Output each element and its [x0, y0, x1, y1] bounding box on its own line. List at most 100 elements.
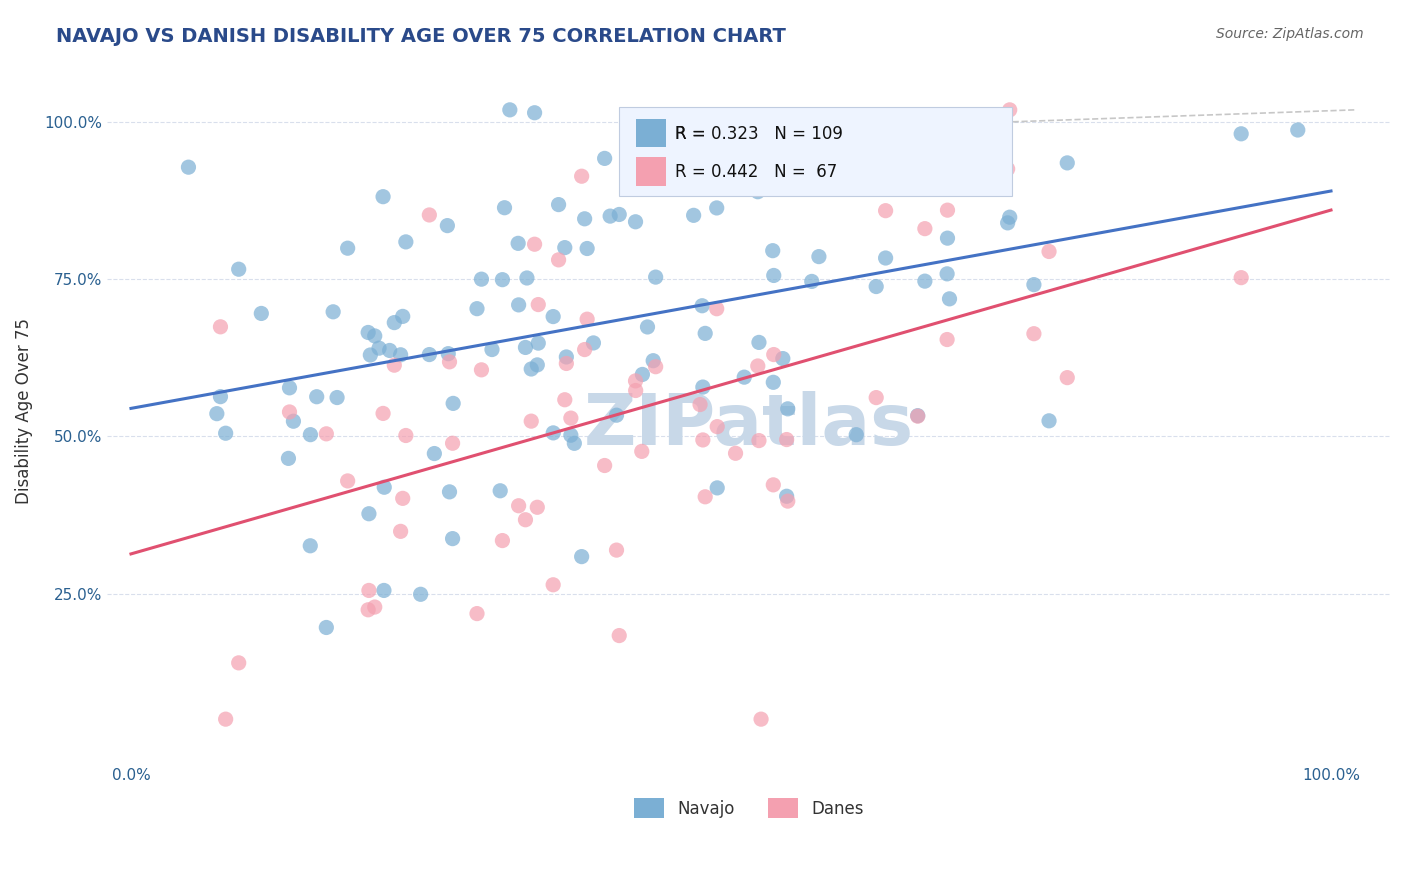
Navajo: [643, 353, 665, 368]
Navajo: [692, 380, 714, 394]
Text: Source: ZipAtlas.com: Source: ZipAtlas.com: [1216, 27, 1364, 41]
Navajo: [733, 370, 755, 384]
Danes: [364, 600, 387, 615]
Danes: [747, 359, 769, 373]
Navajo: [571, 549, 593, 564]
Danes: [560, 411, 582, 425]
Danes: [776, 494, 799, 508]
Legend: Navajo, Danes: Navajo, Danes: [627, 791, 870, 825]
Navajo: [607, 207, 630, 221]
Danes: [762, 478, 785, 492]
Navajo: [299, 427, 322, 442]
Text: R =: R =: [675, 125, 711, 143]
Navajo: [748, 335, 770, 350]
Navajo: [470, 272, 492, 286]
Navajo: [250, 306, 273, 320]
Navajo: [364, 329, 387, 343]
Danes: [574, 343, 596, 357]
Navajo: [326, 391, 349, 405]
Danes: [593, 458, 616, 473]
Navajo: [357, 326, 380, 340]
Navajo: [624, 215, 647, 229]
Navajo: [205, 407, 228, 421]
Navajo: [1056, 156, 1078, 170]
Danes: [389, 524, 412, 539]
Navajo: [357, 507, 380, 521]
Danes: [357, 603, 380, 617]
Navajo: [515, 341, 537, 355]
Navajo: [936, 231, 959, 245]
Navajo: [998, 210, 1021, 224]
Navajo: [391, 310, 413, 324]
Navajo: [423, 446, 446, 460]
Navajo: [599, 209, 621, 223]
Navajo: [389, 348, 412, 362]
Danes: [914, 221, 936, 235]
Danes: [605, 543, 627, 558]
Navajo: [624, 154, 647, 169]
Danes: [749, 712, 772, 726]
Navajo: [382, 316, 405, 330]
Navajo: [368, 341, 391, 355]
Navajo: [845, 427, 868, 442]
Navajo: [520, 362, 543, 376]
Danes: [875, 203, 897, 218]
Danes: [382, 358, 405, 372]
Danes: [706, 419, 728, 434]
Navajo: [772, 351, 794, 366]
Navajo: [409, 587, 432, 601]
Danes: [907, 409, 929, 424]
Danes: [470, 363, 492, 377]
Navajo: [378, 343, 401, 358]
Danes: [692, 433, 714, 447]
Navajo: [762, 376, 785, 390]
Navajo: [776, 401, 799, 416]
Navajo: [630, 142, 652, 156]
Navajo: [695, 326, 717, 341]
Navajo: [574, 211, 596, 226]
Navajo: [555, 350, 578, 364]
Navajo: [582, 335, 605, 350]
Danes: [439, 355, 461, 369]
Navajo: [914, 274, 936, 288]
Navajo: [644, 270, 666, 285]
Navajo: [491, 273, 513, 287]
Danes: [762, 347, 785, 361]
Navajo: [214, 426, 236, 441]
Danes: [630, 444, 652, 458]
Danes: [865, 391, 887, 405]
Danes: [1056, 370, 1078, 384]
Danes: [523, 237, 546, 252]
Navajo: [605, 408, 627, 422]
Danes: [371, 406, 394, 420]
Danes: [228, 656, 250, 670]
Navajo: [526, 358, 548, 372]
Navajo: [576, 242, 599, 256]
Navajo: [706, 481, 728, 495]
Danes: [209, 319, 232, 334]
Danes: [775, 433, 797, 447]
Danes: [724, 446, 747, 460]
Navajo: [523, 105, 546, 120]
Danes: [214, 712, 236, 726]
Navajo: [299, 539, 322, 553]
Navajo: [1286, 123, 1309, 137]
Navajo: [527, 336, 550, 351]
Danes: [689, 398, 711, 412]
Navajo: [489, 483, 512, 498]
Danes: [391, 491, 413, 506]
Navajo: [749, 124, 772, 138]
Navajo: [439, 484, 461, 499]
Navajo: [938, 292, 960, 306]
Navajo: [516, 271, 538, 285]
Danes: [465, 607, 488, 621]
Navajo: [177, 160, 200, 174]
Navajo: [762, 244, 785, 258]
Danes: [624, 384, 647, 398]
Text: ZIPatlas: ZIPatlas: [583, 391, 914, 460]
Navajo: [724, 135, 747, 149]
Danes: [1230, 270, 1253, 285]
Text: NAVAJO VS DANISH DISABILITY AGE OVER 75 CORRELATION CHART: NAVAJO VS DANISH DISABILITY AGE OVER 75 …: [56, 27, 786, 45]
Navajo: [278, 381, 301, 395]
Danes: [695, 490, 717, 504]
